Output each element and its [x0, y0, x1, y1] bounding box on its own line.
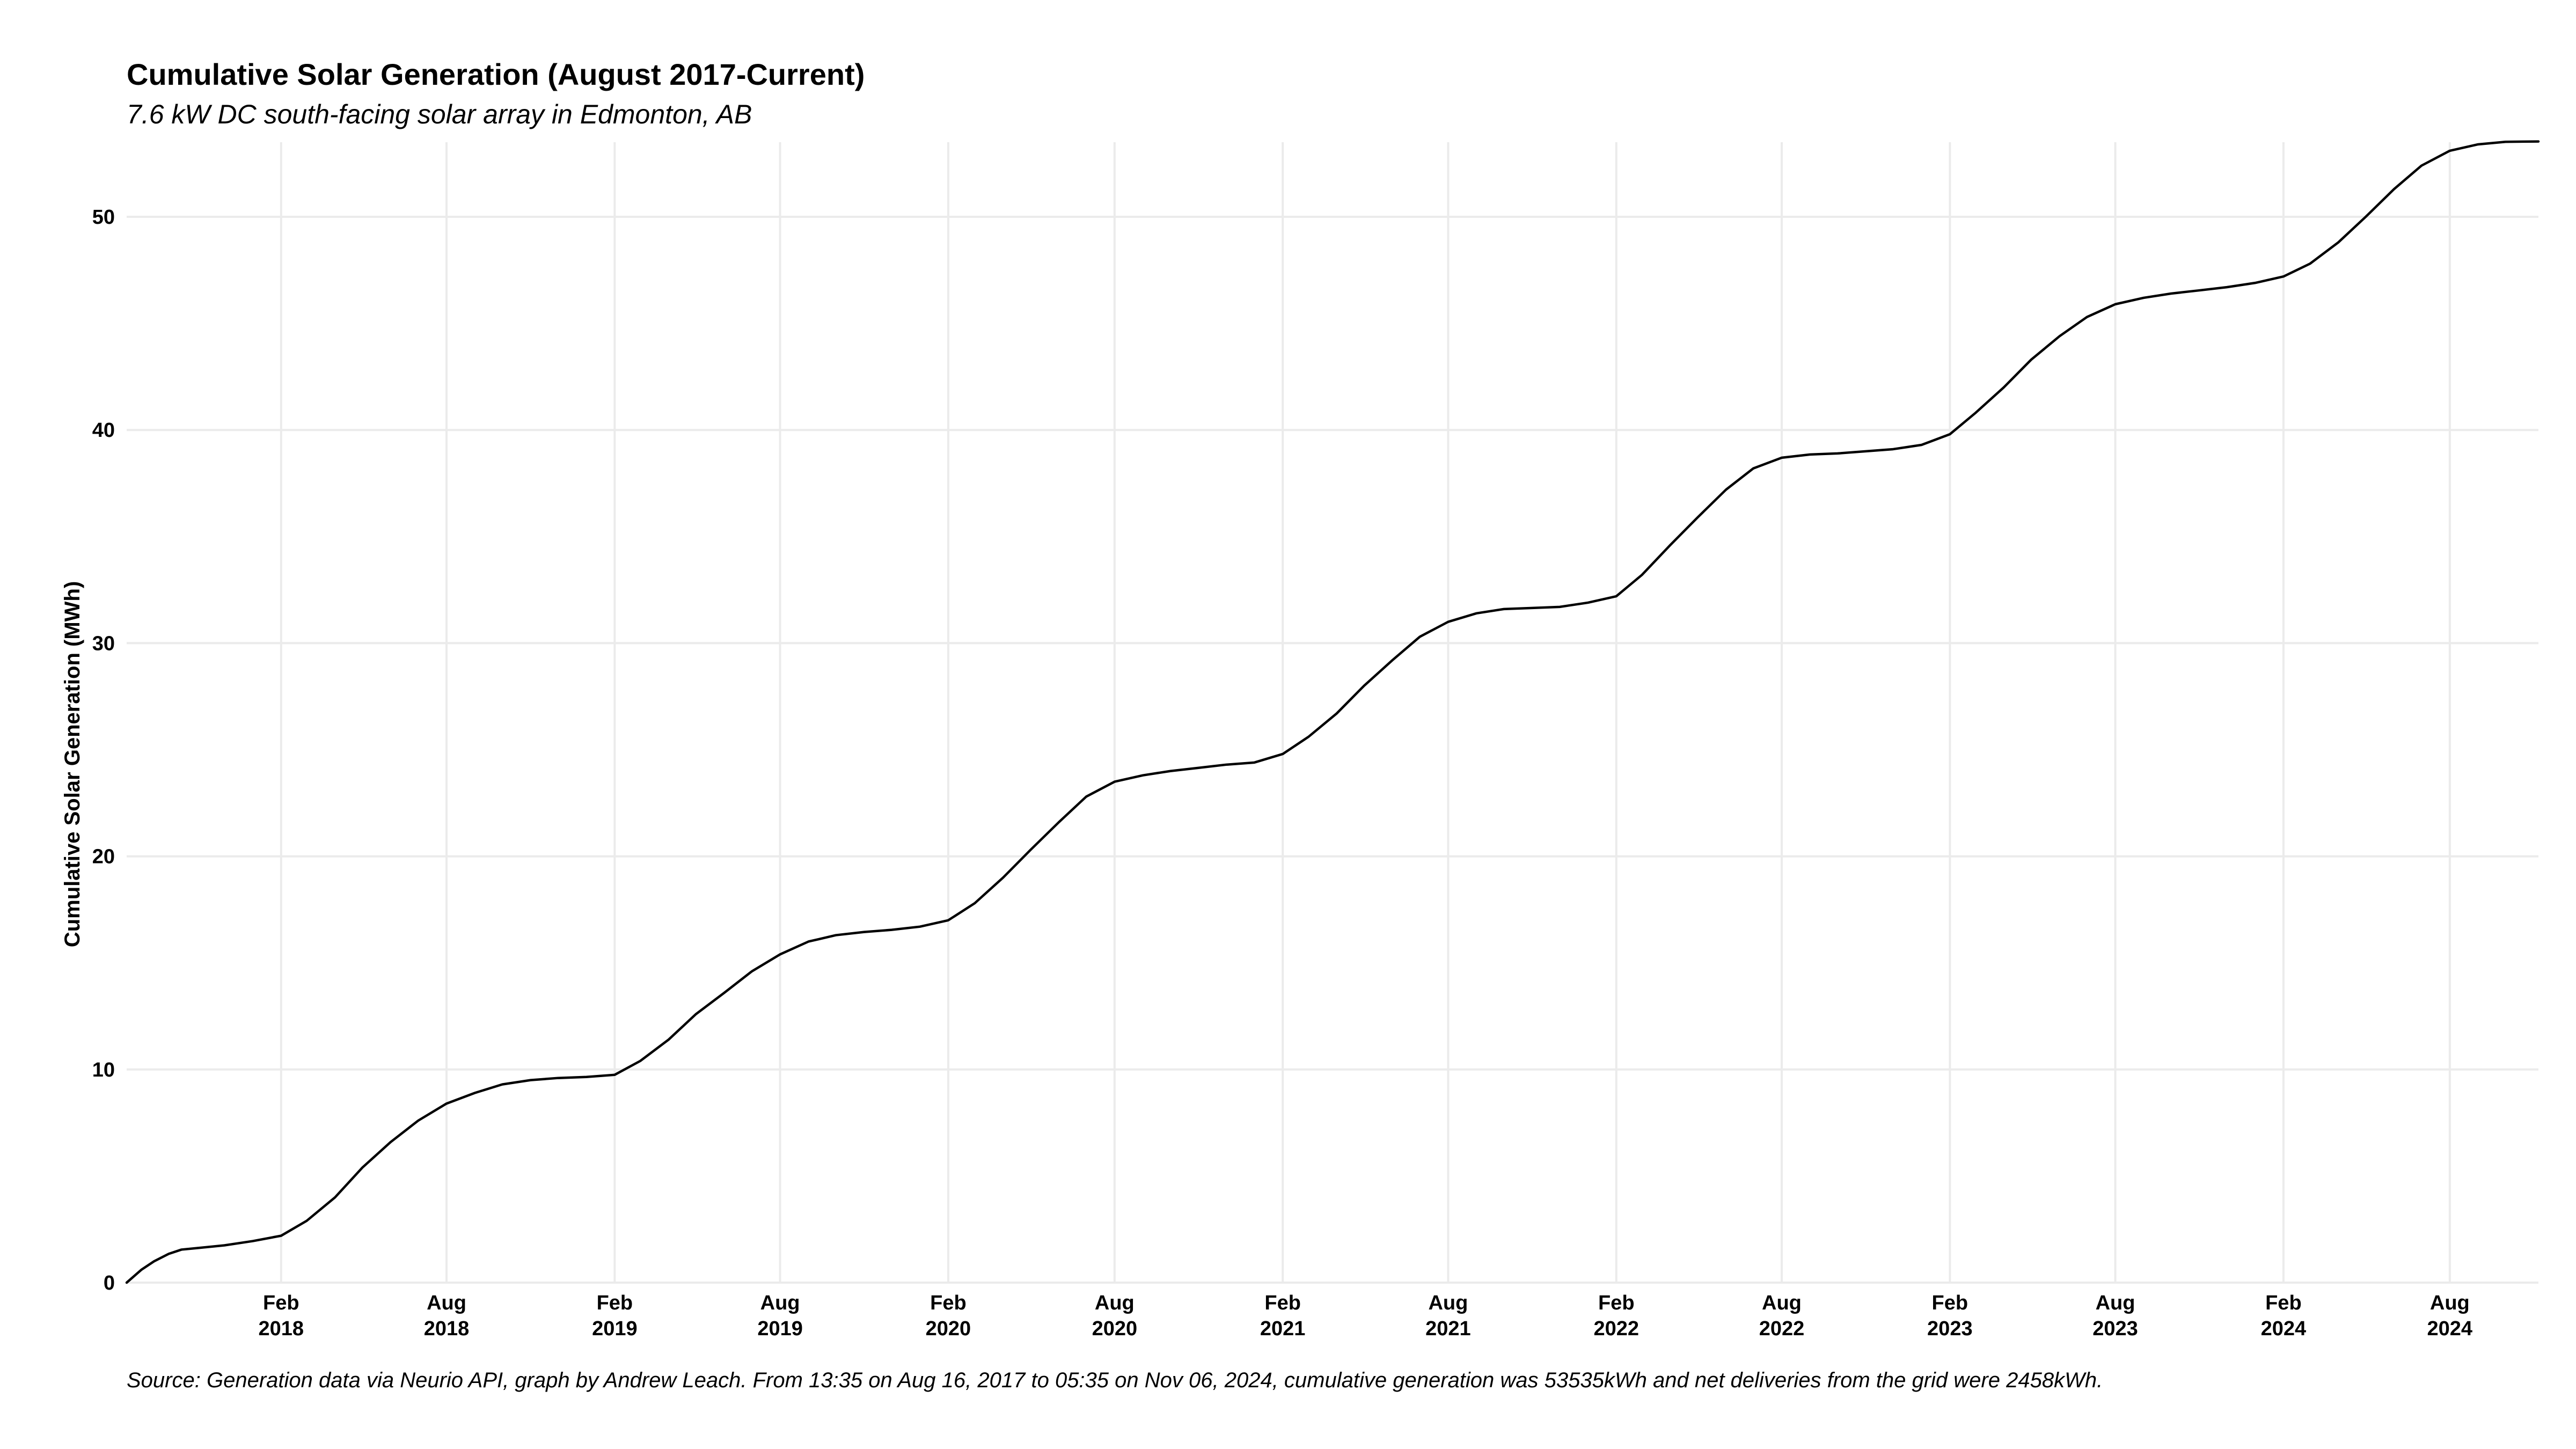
x-tick-year: 2024 [2261, 1318, 2307, 1340]
x-tick-month: Aug [760, 1292, 800, 1314]
x-tick-year: 2020 [926, 1318, 971, 1340]
x-tick-year: 2019 [757, 1318, 803, 1340]
x-tick-month: Feb [1598, 1292, 1635, 1314]
y-tick-label: 40 [92, 419, 115, 442]
y-tick-label: 50 [92, 206, 115, 229]
y-axis-tick-labels: 0 10 20 30 40 50 [92, 206, 115, 1294]
x-tick-month: Aug [1095, 1292, 1135, 1314]
x-tick-year: 2021 [1425, 1318, 1471, 1340]
x-tick-label: Aug 2023 [2092, 1292, 2138, 1340]
x-tick-month: Aug [427, 1292, 466, 1314]
y-tick-label: 10 [92, 1059, 115, 1081]
x-tick-month: Feb [1932, 1292, 1968, 1314]
y-gridlines [127, 216, 2538, 1284]
x-tick-year: 2018 [259, 1318, 304, 1340]
x-tick-month: Aug [2430, 1292, 2470, 1314]
x-tick-year: 2022 [1759, 1318, 1805, 1340]
x-axis-tick-labels: Feb 2018 Aug 2018 Feb 2019 Aug 2019 Feb 2020 Aug 20… [259, 1292, 2473, 1340]
x-tick-label: Feb 2023 [1927, 1292, 1973, 1340]
x-tick-label: Feb 2018 [259, 1292, 304, 1340]
x-tick-year: 2021 [1260, 1318, 1306, 1340]
x-tick-label: Aug 2021 [1425, 1292, 1471, 1340]
x-tick-year: 2019 [592, 1318, 638, 1340]
x-tick-month: Feb [1264, 1292, 1301, 1314]
x-tick-year: 2018 [424, 1318, 470, 1340]
x-tick-year: 2020 [1092, 1318, 1138, 1340]
x-tick-label: Aug 2022 [1759, 1292, 1805, 1340]
y-axis-title: Cumulative Solar Generation (MWh) [61, 581, 84, 947]
x-tick-month: Feb [930, 1292, 967, 1314]
chart-subtitle: 7.6 kW DC south-facing solar array in Ed… [127, 99, 752, 129]
x-tick-month: Aug [1762, 1292, 1802, 1314]
y-tick-label: 30 [92, 632, 115, 655]
x-tick-label: Feb 2022 [1593, 1292, 1639, 1340]
x-tick-label: Aug 2024 [2427, 1292, 2473, 1340]
x-tick-month: Feb [597, 1292, 633, 1314]
x-tick-month: Aug [1428, 1292, 1468, 1314]
x-tick-label: Feb 2020 [926, 1292, 971, 1340]
x-tick-label: Feb 2021 [1260, 1292, 1306, 1340]
x-tick-label: Feb 2019 [592, 1292, 638, 1340]
x-tick-year: 2023 [1927, 1318, 1973, 1340]
x-tick-label: Feb 2024 [2261, 1292, 2307, 1340]
chart-caption: Source: Generation data via Neurio API, … [127, 1368, 2103, 1392]
x-gridlines [280, 142, 2451, 1283]
x-tick-month: Feb [263, 1292, 299, 1314]
x-tick-label: Aug 2020 [1092, 1292, 1138, 1340]
x-tick-year: 2022 [1593, 1318, 1639, 1340]
x-tick-year: 2024 [2427, 1318, 2473, 1340]
y-tick-label: 20 [92, 846, 115, 868]
y-tick-label: 0 [104, 1272, 115, 1294]
series-group [125, 140, 2540, 1284]
x-tick-year: 2023 [2092, 1318, 2138, 1340]
x-tick-label: Aug 2018 [424, 1292, 470, 1340]
x-tick-month: Feb [2265, 1292, 2302, 1314]
cumulative-generation-line [125, 140, 2540, 1284]
x-tick-label: Aug 2019 [757, 1292, 803, 1340]
x-tick-month: Aug [2096, 1292, 2135, 1314]
chart-title: Cumulative Solar Generation (August 2017… [127, 57, 865, 91]
